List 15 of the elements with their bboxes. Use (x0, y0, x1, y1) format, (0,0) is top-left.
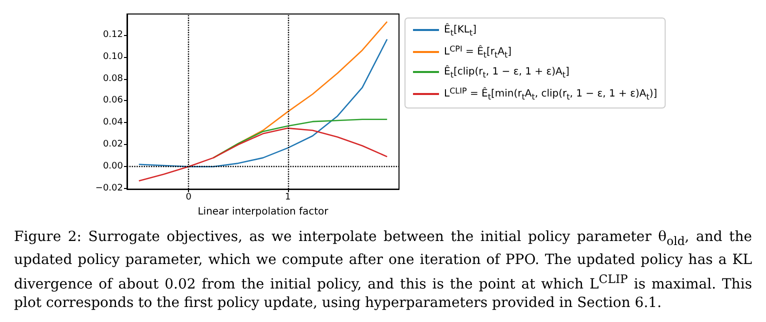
x-tick-label: 0 (186, 192, 192, 203)
y-tick-label: 0.10 (102, 52, 124, 62)
caption: Figure 2: Surrogate objectives, as we interpolate between the initial policy parameter θ$_{old}$, and the updated policy parameter, which we compute after one iteration of PPO. The updated policy has a KL divergence of about 0.02 from the initial policy, and this is the point at which L$^{CLIP}$ is maximal. This plot corresponds to the first policy update, using hyperparameters provided in Section 6.1. (14, 228, 752, 314)
line-series (138, 38, 388, 168)
y-tick-label: 0.08 (102, 74, 124, 84)
y-tick-label: 0.02 (102, 140, 123, 150)
x-axis-title: Linear interpolation factor (198, 206, 330, 218)
y-tick-label: 0.12 (102, 30, 123, 40)
y-tick-label: 0.06 (102, 96, 124, 106)
line-series (212, 118, 388, 158)
y-tick-label: 0.04 (102, 118, 124, 128)
y-tick-label: 0.00 (102, 162, 124, 172)
line-series (138, 128, 388, 182)
y-tick-label: −0.02 (95, 184, 123, 194)
x-tick-label: 1 (284, 192, 291, 203)
